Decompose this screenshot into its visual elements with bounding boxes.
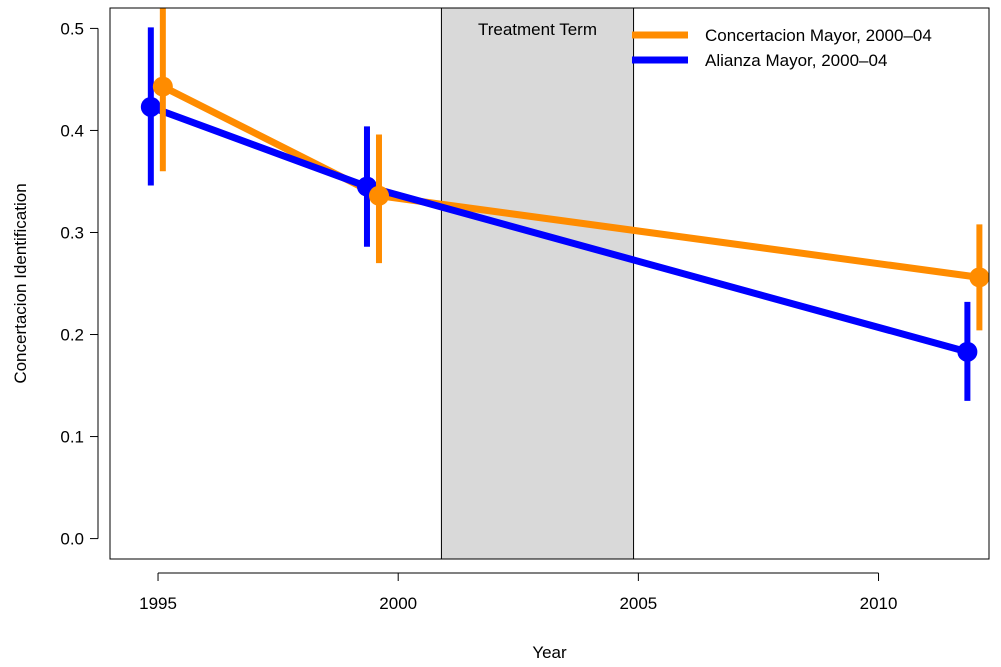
treatment-term-region [440, 7, 635, 560]
legend: Concertacion Mayor, 2000–04 Alianza Mayor… [632, 26, 932, 70]
data-point [368, 185, 389, 206]
x-axis: 1995 2000 2005 2010 [139, 572, 898, 613]
data-point [140, 96, 161, 117]
x-tick-label: 1995 [139, 594, 177, 613]
plot-frame [109, 7, 990, 560]
y-tick-label: 0.5 [60, 19, 84, 38]
series-layer [140, 8, 989, 401]
y-tick-label: 0.4 [60, 121, 84, 140]
x-tick-label: 2005 [619, 594, 657, 613]
y-tick-label: 0.2 [60, 326, 84, 345]
y-tick-label: 0.0 [60, 530, 84, 549]
data-point [152, 76, 173, 97]
y-axis: 0.0 0.1 0.2 0.3 0.4 0.5 [60, 19, 99, 549]
x-tick-label: 2000 [379, 594, 417, 613]
x-axis-title: Year [532, 643, 567, 662]
data-point [957, 341, 978, 362]
legend-label: Concertacion Mayor, 2000–04 [705, 26, 932, 45]
y-tick-label: 0.3 [60, 223, 84, 242]
y-axis-title: Concertacion Identification [11, 183, 30, 383]
x-tick-label: 2010 [860, 594, 898, 613]
y-tick-label: 0.1 [60, 428, 84, 447]
data-point [969, 267, 989, 288]
treatment-term-label: Treatment Term [478, 20, 597, 39]
legend-label: Alianza Mayor, 2000–04 [705, 51, 887, 70]
